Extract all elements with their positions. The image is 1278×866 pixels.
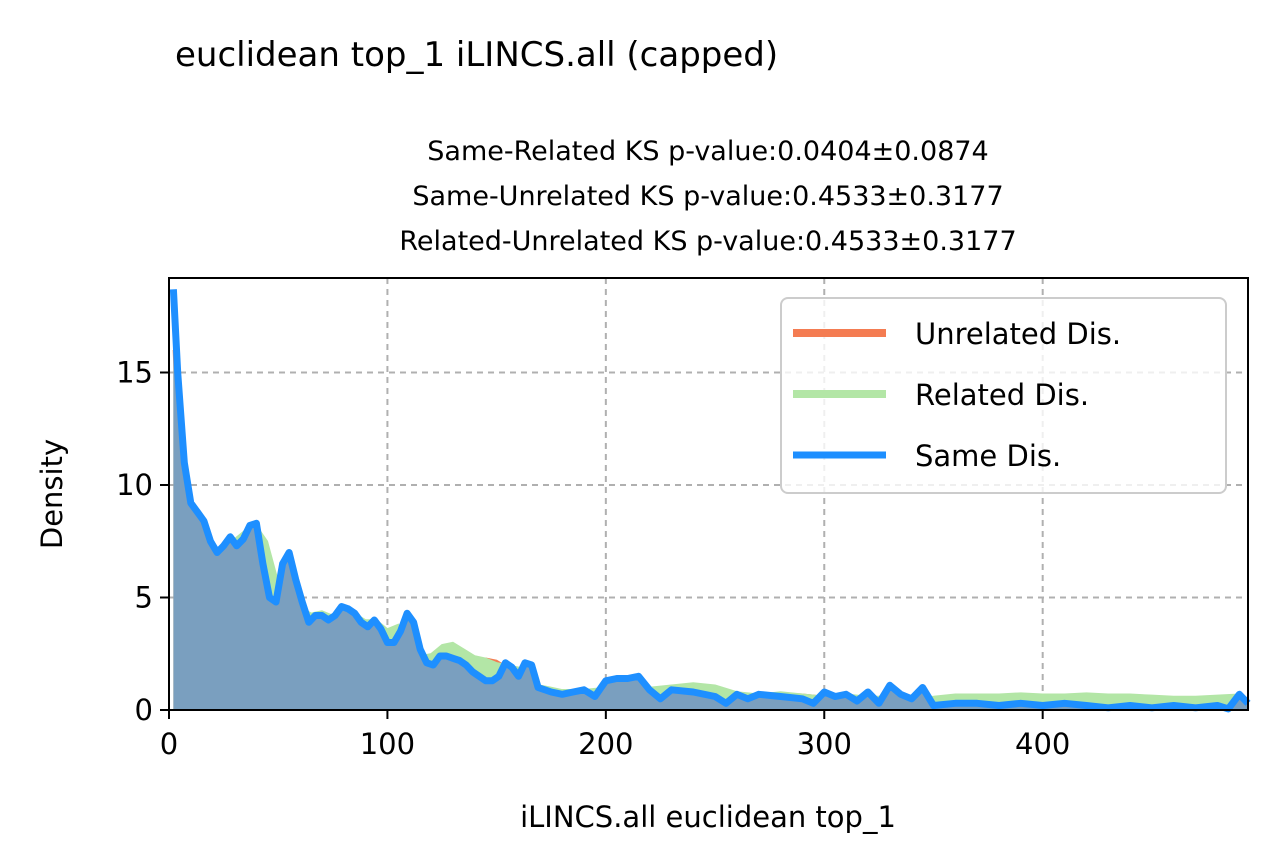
y-axis-label: Density [35, 439, 69, 549]
figure-title: euclidean top_1 iLINCS.all (capped) [175, 35, 778, 75]
x-axis-label: iLINCS.all euclidean top_1 [520, 800, 896, 834]
plot-frame [168, 277, 1249, 711]
chart-title: Same-Related KS p-value:0.0404±0.0874 Sa… [399, 136, 1016, 257]
chart-title-line-3: Related-Unrelated KS p-value:0.4533±0.31… [399, 226, 1016, 257]
chart-title-line-2: Same-Unrelated KS p-value:0.4533±0.3177 [412, 181, 1003, 212]
area-same [173, 289, 1248, 710]
y-tick-label: 0 [135, 693, 153, 727]
x-tick-label: 300 [797, 727, 852, 761]
axis-ticks: 0 100 200 300 400 0 5 10 15 [116, 356, 1070, 762]
legend-label-unrelated: Unrelated Dis. [915, 317, 1121, 351]
line-same [169, 289, 1251, 713]
legend: Unrelated Dis. Related Dis. Same Dis. [780, 297, 1227, 494]
x-tick-label: 100 [360, 727, 415, 761]
series-layer [169, 289, 1251, 713]
x-tick-label: 400 [1015, 727, 1070, 761]
y-tick-label: 15 [116, 356, 153, 390]
y-tick-label: 10 [116, 468, 153, 502]
x-tick-label: 0 [160, 727, 178, 761]
legend-frame [780, 297, 1227, 494]
legend-label-related: Related Dis. [915, 378, 1089, 412]
legend-label-same: Same Dis. [915, 439, 1061, 473]
y-tick-label: 5 [135, 581, 153, 615]
x-tick-label: 200 [578, 727, 633, 761]
chart-title-line-1: Same-Related KS p-value:0.0404±0.0874 [427, 136, 988, 167]
